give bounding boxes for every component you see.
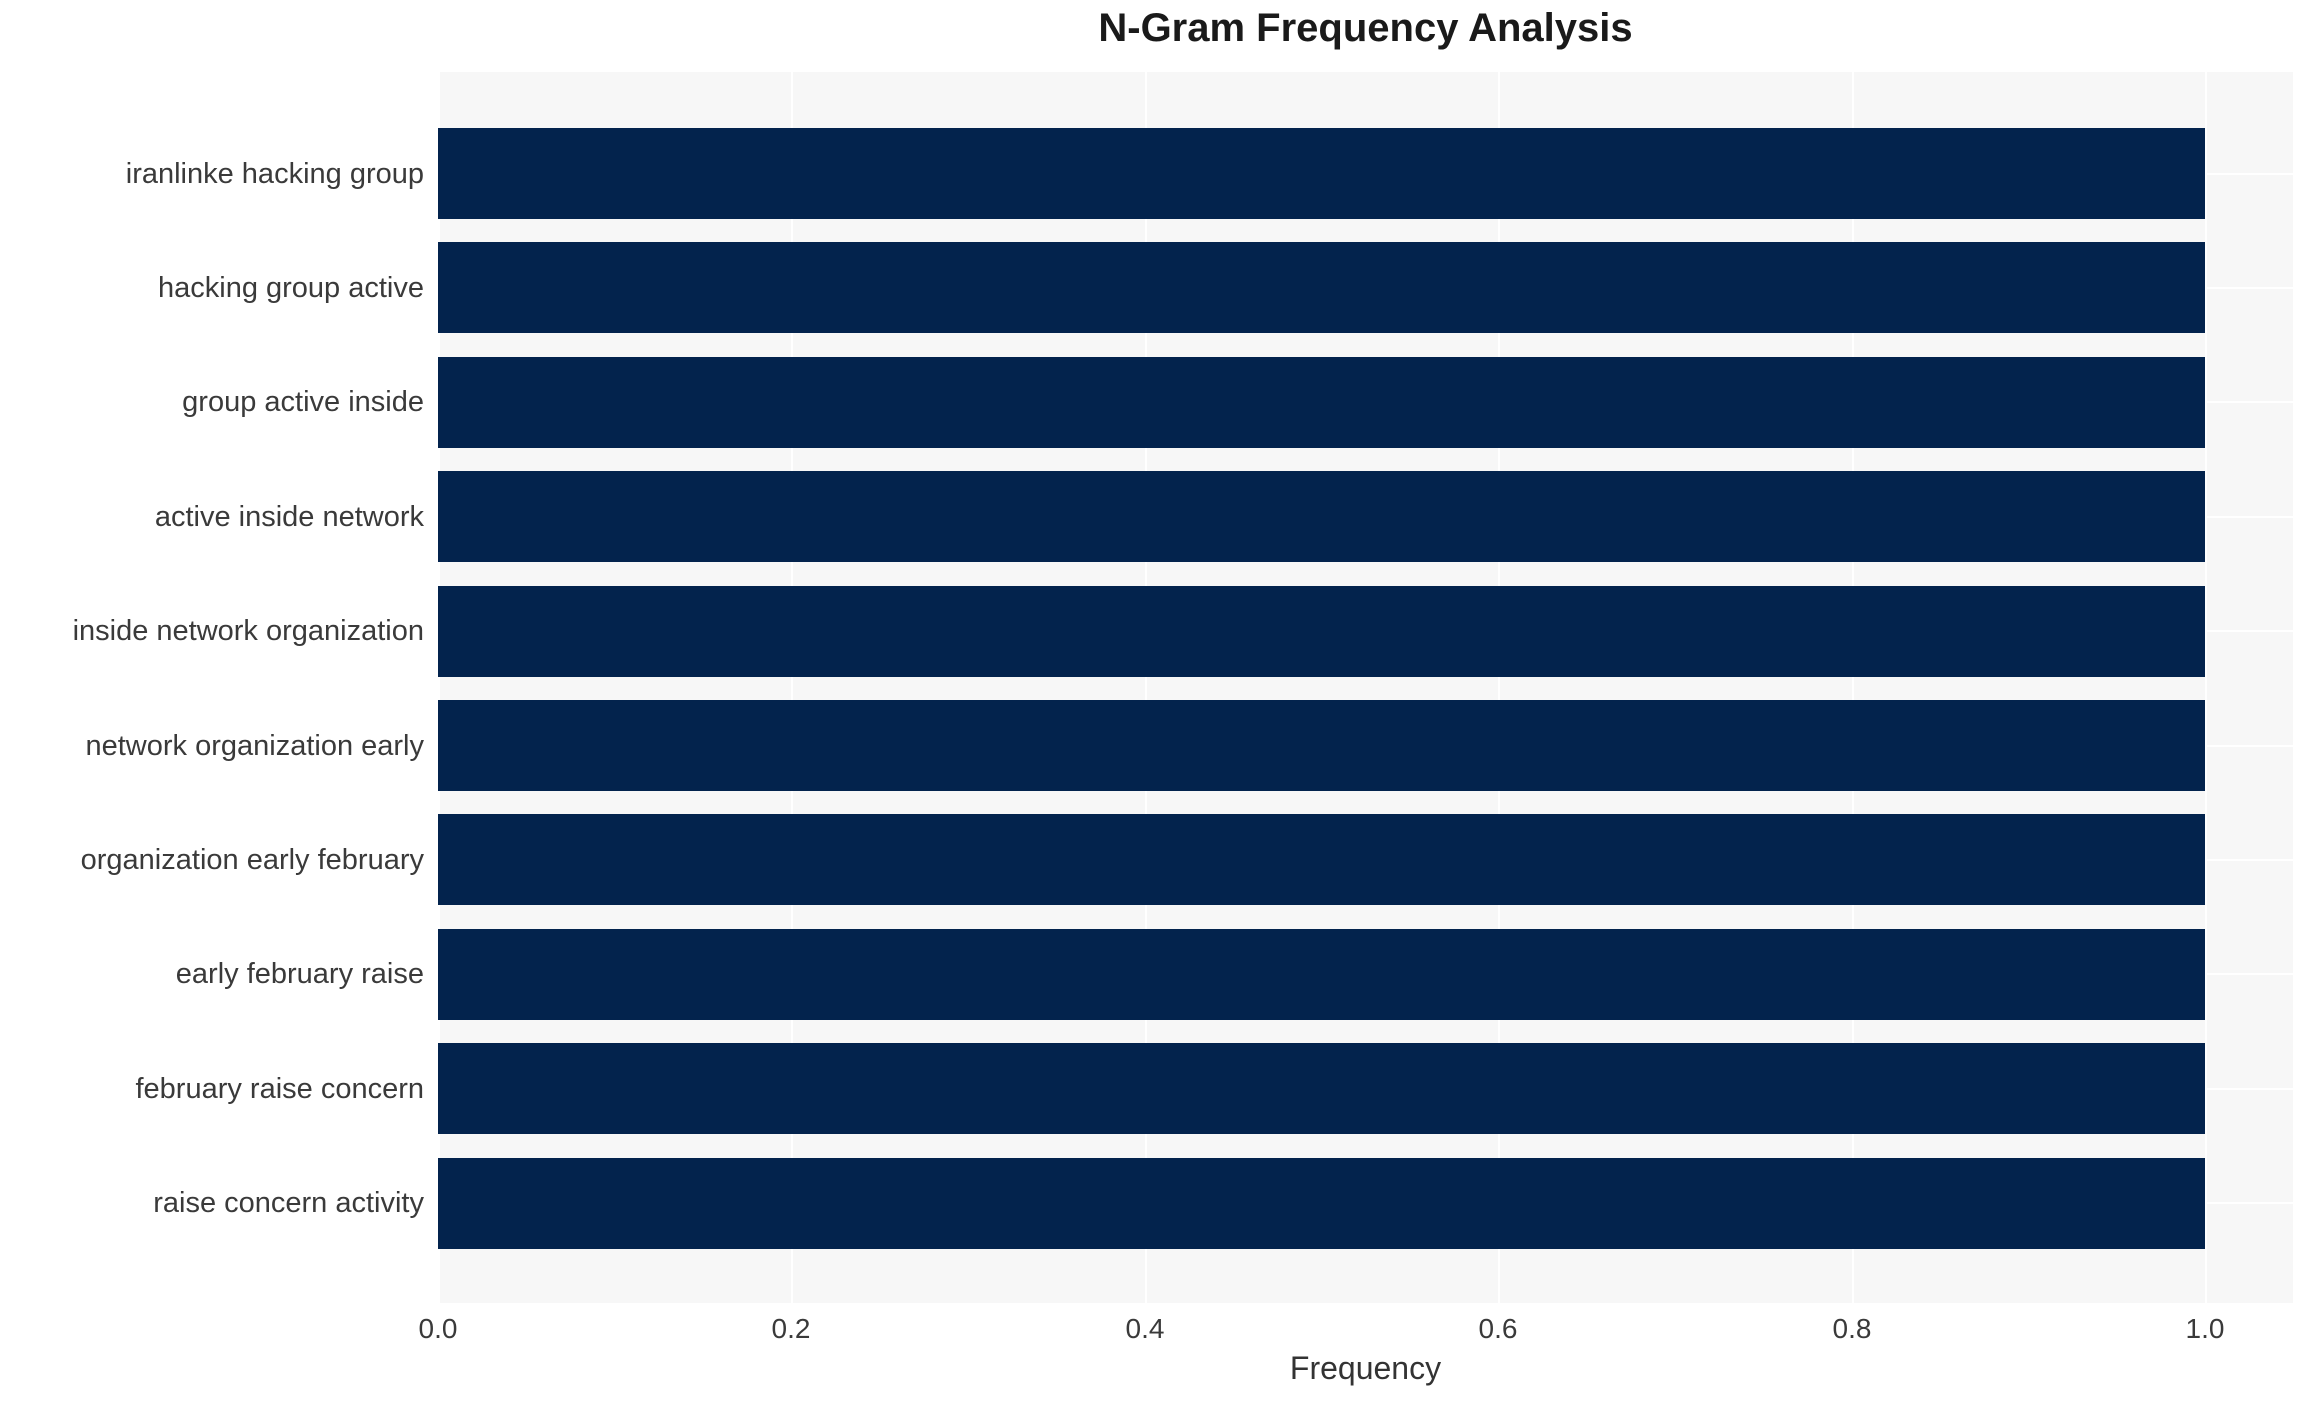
bar-7 bbox=[438, 929, 2205, 1020]
bar-3 bbox=[438, 471, 2205, 562]
y-tick-label: iranlinke hacking group bbox=[125, 158, 424, 190]
bar-8 bbox=[438, 1043, 2205, 1134]
bar-5 bbox=[438, 700, 2205, 791]
x-tick-label: 1.0 bbox=[2185, 1313, 2225, 1344]
y-tick-label: active inside network bbox=[154, 501, 424, 533]
x-axis-title: Frequency bbox=[1289, 1350, 1442, 1386]
x-tick-label: 0.8 bbox=[1832, 1313, 1872, 1344]
bar-1 bbox=[438, 242, 2205, 333]
y-tick-label: early february raise bbox=[175, 958, 424, 990]
x-tick-label: 0.6 bbox=[1478, 1313, 1518, 1344]
x-gridline bbox=[1145, 72, 1147, 1303]
bar-9 bbox=[438, 1158, 2205, 1249]
y-tick-label: inside network organization bbox=[72, 615, 424, 647]
x-tick-label: 0.4 bbox=[1125, 1313, 1165, 1344]
x-gridline bbox=[1852, 72, 1854, 1303]
y-tick-label: hacking group active bbox=[158, 272, 424, 304]
x-gridline bbox=[2205, 72, 2207, 1303]
bar-2 bbox=[438, 357, 2205, 448]
x-tick-label: 0.2 bbox=[771, 1313, 811, 1344]
x-gridline bbox=[791, 72, 793, 1303]
bar-6 bbox=[438, 814, 2205, 905]
y-tick-label: raise concern activity bbox=[153, 1187, 424, 1219]
chart-title: N-Gram Frequency Analysis bbox=[1098, 6, 1633, 50]
x-tick-label: 0.0 bbox=[418, 1313, 458, 1344]
y-tick-label: organization early february bbox=[80, 844, 424, 876]
x-gridline bbox=[438, 72, 440, 1303]
plot-area bbox=[438, 72, 2293, 1303]
x-gridline bbox=[1498, 72, 1500, 1303]
bar-0 bbox=[438, 128, 2205, 219]
y-tick-label: february raise concern bbox=[135, 1073, 424, 1105]
bar-4 bbox=[438, 586, 2205, 677]
y-tick-label: group active inside bbox=[182, 386, 424, 418]
y-tick-label: network organization early bbox=[85, 730, 424, 762]
